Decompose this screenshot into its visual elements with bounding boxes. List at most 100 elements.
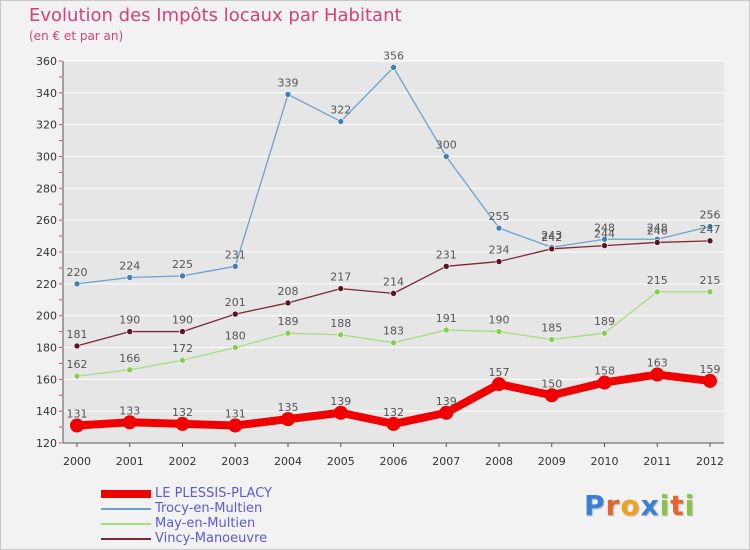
data-label: 190 — [119, 314, 140, 327]
data-point — [442, 326, 450, 334]
data-label: 242 — [541, 231, 562, 244]
data-point — [442, 263, 450, 270]
y-tick-label: 360 — [36, 55, 57, 68]
data-label: 225 — [172, 258, 193, 271]
data-label: 217 — [330, 271, 351, 284]
data-label: 208 — [278, 285, 299, 298]
y-tick-label: 280 — [36, 182, 57, 195]
y-tick-label: 180 — [36, 342, 57, 355]
data-point — [284, 91, 292, 98]
y-tick-label: 140 — [36, 405, 57, 418]
data-point — [548, 336, 556, 343]
y-tick-label: 260 — [36, 214, 57, 227]
data-label: 131 — [67, 407, 88, 420]
legend-label: May-en-Multien — [155, 516, 256, 531]
data-point — [653, 239, 661, 246]
legend-item: Trocy-en-Multien — [101, 501, 272, 516]
data-point — [231, 263, 239, 270]
y-tick-label: 340 — [36, 87, 57, 100]
y-tick-label: 120 — [36, 437, 57, 450]
x-tick-label: 2007 — [432, 455, 460, 468]
data-label: 188 — [330, 317, 351, 330]
proxiti-logo: Proxiti — [584, 489, 695, 522]
logo-letter: r — [605, 489, 621, 522]
data-label: 172 — [172, 342, 193, 355]
data-point — [442, 153, 450, 160]
data-point — [601, 235, 608, 243]
data-point — [495, 224, 503, 232]
data-label: 139 — [436, 395, 457, 408]
data-label: 157 — [489, 366, 510, 379]
data-label: 139 — [330, 395, 351, 408]
data-point — [653, 288, 661, 296]
data-point — [703, 373, 717, 388]
x-tick-label: 2003 — [221, 455, 249, 468]
data-label: 322 — [330, 103, 351, 116]
y-tick-label: 240 — [36, 246, 57, 259]
logo-letter: i — [659, 489, 671, 522]
data-point — [179, 272, 186, 280]
data-point — [73, 280, 81, 288]
data-label: 191 — [436, 312, 457, 325]
legend-item: May-en-Multien — [101, 516, 272, 531]
data-point — [601, 242, 608, 249]
data-point — [175, 416, 190, 431]
data-label: 159 — [700, 363, 721, 376]
data-point — [337, 331, 345, 339]
x-tick-label: 2005 — [327, 455, 355, 468]
data-label: 189 — [594, 315, 615, 328]
data-point — [548, 245, 556, 253]
logo-letter: o — [620, 489, 641, 522]
data-label: 190 — [489, 314, 510, 327]
data-point — [126, 328, 134, 335]
data-label: 339 — [278, 76, 299, 89]
legend-swatch — [101, 507, 151, 510]
x-tick-label: 2004 — [274, 455, 302, 468]
data-label: 185 — [541, 322, 562, 335]
data-point — [179, 328, 186, 335]
data-point — [73, 342, 81, 350]
data-label: 132 — [383, 406, 404, 419]
data-point — [601, 329, 608, 337]
data-label: 189 — [278, 315, 299, 328]
data-point — [706, 223, 714, 230]
legend-label: Trocy-en-Multien — [155, 501, 263, 516]
data-label: 181 — [67, 328, 88, 341]
y-tick-label: 200 — [36, 310, 57, 323]
data-point — [492, 377, 506, 392]
legend-swatch — [101, 489, 151, 498]
logo-letter: t — [670, 489, 685, 522]
data-label: 190 — [172, 314, 193, 327]
data-label: 244 — [594, 228, 615, 241]
data-point — [281, 412, 295, 427]
data-point — [231, 310, 239, 318]
legend-item: Vincy-Manoeuvre — [101, 531, 272, 546]
data-label: 131 — [225, 407, 246, 420]
data-point — [284, 299, 292, 307]
data-point — [495, 258, 503, 265]
data-point — [337, 285, 345, 292]
data-point — [70, 418, 84, 433]
data-label: 132 — [172, 406, 193, 419]
x-tick-label: 2009 — [538, 455, 566, 468]
data-label: 224 — [119, 259, 140, 272]
legend-item: LE PLESSIS-PLACY — [101, 486, 272, 501]
data-label: 356 — [383, 49, 404, 62]
data-point — [390, 64, 397, 71]
x-tick-label: 2006 — [380, 455, 408, 468]
data-point — [439, 405, 454, 420]
data-point — [126, 366, 134, 374]
chart-title: Evolution des Impôts locaux par Habitant — [29, 5, 402, 26]
data-point — [231, 344, 239, 351]
chart-legend: LE PLESSIS-PLACY Trocy-en-Multien May-en-M… — [101, 486, 272, 546]
data-label: 135 — [278, 401, 299, 414]
data-label: 234 — [489, 244, 510, 257]
data-label: 166 — [119, 352, 140, 365]
data-point — [706, 288, 714, 296]
data-label: 248 — [594, 221, 615, 234]
data-point — [544, 388, 559, 403]
data-label: 133 — [119, 404, 140, 417]
data-label: 231 — [225, 248, 246, 261]
